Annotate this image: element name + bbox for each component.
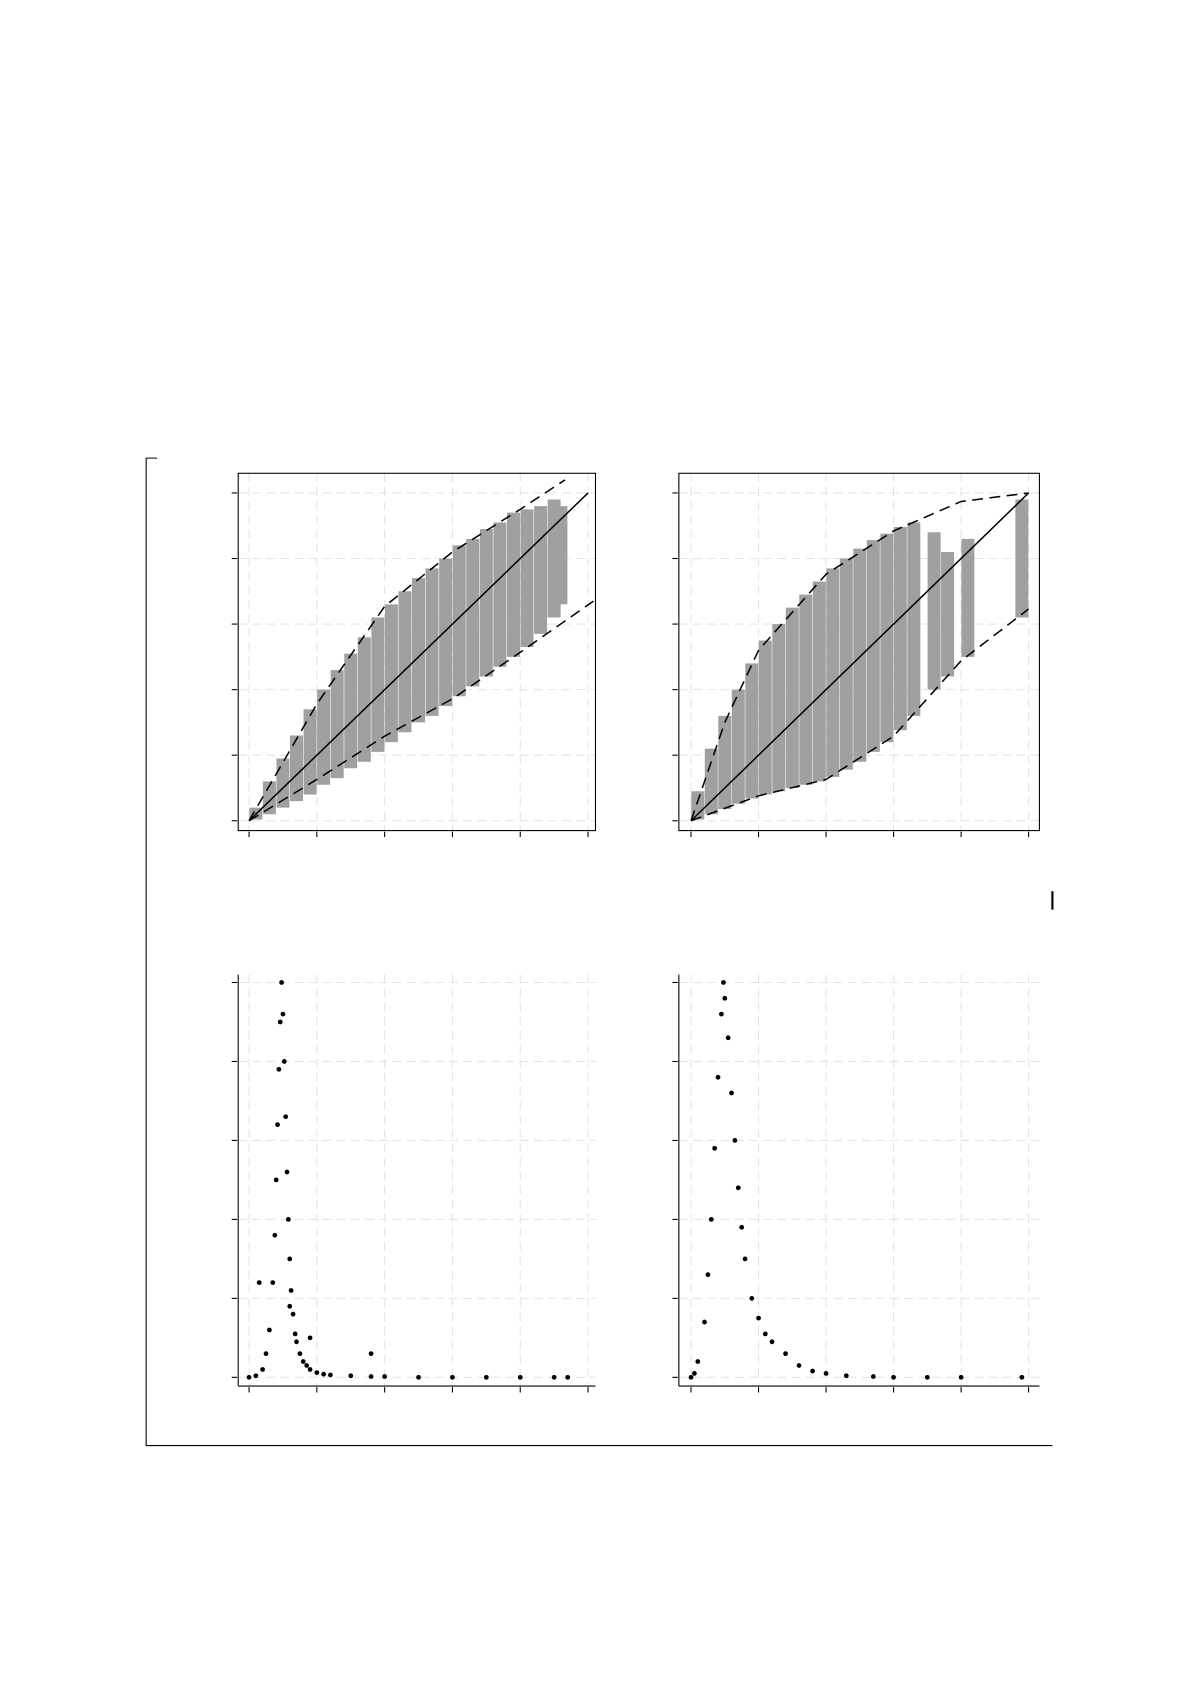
scatter-point xyxy=(272,1232,278,1238)
scatter-point xyxy=(280,1011,286,1017)
scatter-point xyxy=(742,1256,748,1262)
frame-line xyxy=(145,457,1053,1447)
scatter-point xyxy=(246,1374,252,1380)
scatter-point xyxy=(368,1351,374,1357)
scatter-point xyxy=(314,1370,320,1375)
scatter-point xyxy=(739,1224,745,1230)
scatter-point xyxy=(348,1373,354,1379)
scatter-point xyxy=(275,1122,280,1128)
scatter-point xyxy=(287,1256,293,1262)
scatter-point xyxy=(565,1374,571,1380)
scatter-point xyxy=(285,1217,291,1222)
scatter-point xyxy=(749,1295,755,1301)
scatter-point xyxy=(483,1374,489,1380)
scatter-point xyxy=(870,1374,876,1379)
chart xyxy=(231,974,596,1393)
scatter-point xyxy=(294,1339,299,1345)
scatter-point xyxy=(281,1059,287,1064)
series-line xyxy=(690,492,1030,822)
scatter-point xyxy=(321,1371,327,1377)
scatter-point xyxy=(715,1074,721,1080)
scatter-point xyxy=(297,1351,303,1357)
scatter-point xyxy=(416,1374,421,1380)
chart xyxy=(672,974,1040,1393)
series-line xyxy=(248,600,594,822)
scatter-point xyxy=(729,1090,734,1096)
plot-frame xyxy=(678,472,1040,832)
scatter-point xyxy=(702,1319,707,1325)
scatter-point xyxy=(796,1363,802,1368)
scatter-point xyxy=(688,1374,694,1380)
scatter-point xyxy=(304,1363,310,1368)
scatter-point xyxy=(708,1217,714,1222)
scatter-point xyxy=(263,1351,269,1357)
scatter-point xyxy=(253,1373,259,1379)
scatter-point xyxy=(517,1374,523,1380)
scatter-point xyxy=(307,1335,313,1341)
scatter-point xyxy=(290,1311,296,1317)
scatter-point xyxy=(276,1066,282,1072)
scatter-point xyxy=(279,980,284,985)
chart xyxy=(672,472,1040,838)
scatter-point xyxy=(300,1359,306,1364)
scatter-point xyxy=(287,1303,293,1309)
scatter-point xyxy=(695,1359,701,1364)
scatter-point xyxy=(762,1331,768,1337)
scatter-point xyxy=(270,1280,276,1285)
scatter-point xyxy=(277,1019,283,1025)
scatter-point xyxy=(891,1374,896,1380)
scatter-point xyxy=(551,1374,557,1380)
series-line xyxy=(690,608,1030,822)
scatter-point xyxy=(307,1367,313,1372)
scatter-point xyxy=(273,1177,279,1183)
scatter-point xyxy=(283,1114,289,1120)
series-line xyxy=(690,492,1029,822)
scatter-point xyxy=(924,1374,930,1380)
series-line xyxy=(248,479,566,822)
scatter-point xyxy=(368,1374,374,1379)
scatter-point xyxy=(450,1374,455,1380)
scatter-point xyxy=(705,1272,711,1278)
scatter-point xyxy=(382,1374,388,1379)
scatter-point xyxy=(732,1138,738,1143)
scatter-point xyxy=(725,1035,731,1041)
scatter-point xyxy=(256,1280,262,1285)
scatter-point xyxy=(769,1339,775,1345)
outer-frame xyxy=(145,457,1054,1447)
chart xyxy=(231,472,597,838)
scatter-point xyxy=(823,1371,829,1376)
scatter-point xyxy=(292,1331,298,1337)
scatter-point xyxy=(735,1185,741,1191)
plot-frame xyxy=(237,472,597,832)
scatter-point xyxy=(692,1371,697,1376)
scatter-point xyxy=(843,1373,849,1379)
scatter-point xyxy=(783,1351,788,1357)
scatter-point xyxy=(810,1368,815,1374)
scatter-point xyxy=(722,995,728,1001)
scatter-point xyxy=(712,1145,718,1151)
series-line xyxy=(248,492,589,822)
scatter-point xyxy=(328,1372,333,1378)
scatter-point xyxy=(1019,1374,1025,1380)
scatter-point xyxy=(284,1169,290,1175)
scatter-point xyxy=(756,1315,761,1321)
scatter-point xyxy=(721,980,726,985)
scatter-point xyxy=(267,1327,272,1333)
scatter-point xyxy=(719,1011,724,1017)
scatter-point xyxy=(288,1288,294,1293)
scatter-point xyxy=(260,1367,265,1372)
scatter-point xyxy=(958,1374,964,1380)
